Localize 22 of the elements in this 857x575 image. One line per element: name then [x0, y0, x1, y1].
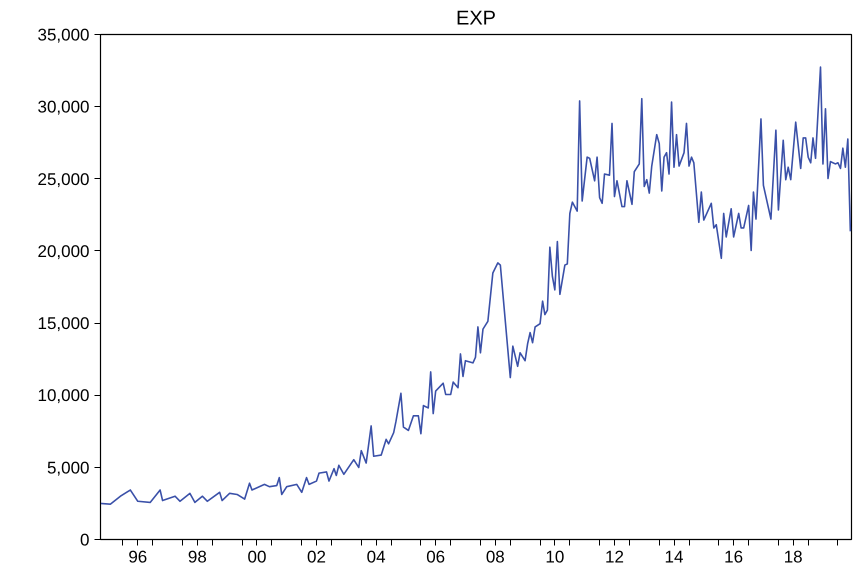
y-tick-label: 25,000: [38, 170, 90, 189]
x-tick-label: 14: [664, 548, 684, 566]
x-tick-label: 98: [188, 548, 207, 566]
x-tick-label: 04: [366, 548, 386, 566]
y-tick-label: 5,000: [46, 458, 90, 478]
x-tick-label: 02: [307, 548, 326, 566]
x-tick-label: 12: [605, 548, 624, 566]
chart-title: EXP: [456, 8, 496, 30]
y-tick-label: 0: [80, 530, 90, 550]
x-tick-label: 06: [426, 548, 446, 566]
x-tick-label: 16: [724, 548, 744, 566]
x-tick-label: 96: [128, 548, 148, 566]
x-tick-label: 08: [486, 548, 505, 566]
y-tick-label: 10,000: [38, 386, 90, 406]
y-tick-label: 15,000: [38, 314, 90, 334]
x-tick-label: 10: [545, 548, 564, 566]
x-tick-label: 00: [247, 548, 266, 566]
y-tick-label: 30,000: [38, 98, 90, 117]
x-tick-label: 18: [784, 548, 803, 566]
y-tick-label: 35,000: [38, 26, 90, 44]
line-series: [100, 66, 852, 505]
y-tick-label: 20,000: [38, 242, 90, 261]
